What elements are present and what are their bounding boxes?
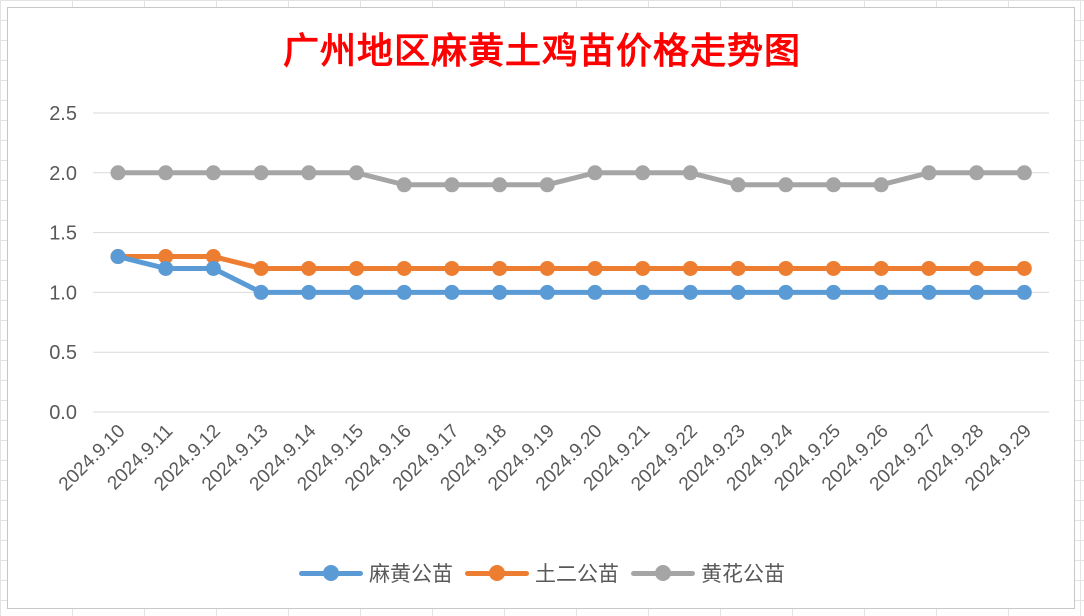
- series-line: [115, 170, 1027, 188]
- x-axis-ticks: 2024.9.102024.9.112024.9.122024.9.132024…: [55, 420, 1036, 495]
- data-point: [635, 260, 651, 276]
- data-point: [682, 284, 698, 300]
- data-point: [444, 177, 460, 193]
- series-3: [110, 165, 1032, 193]
- data-point: [492, 177, 508, 193]
- legend: 麻黄公苗 土二公苗 黄花公苗: [0, 556, 1084, 590]
- data-point: [444, 284, 460, 300]
- series-2: [110, 249, 1032, 276]
- legend-swatch: [465, 558, 529, 588]
- data-point: [301, 165, 317, 181]
- data-point: [396, 260, 412, 276]
- legend-swatch: [299, 558, 363, 588]
- data-point: [158, 260, 174, 276]
- series-1: [110, 249, 1032, 300]
- data-point: [873, 284, 889, 300]
- legend-label: 黄花公苗: [701, 562, 785, 586]
- data-point: [778, 260, 794, 276]
- data-point: [635, 284, 651, 300]
- data-point: [205, 165, 221, 181]
- data-point: [492, 260, 508, 276]
- data-point: [110, 165, 126, 181]
- data-point: [158, 249, 174, 265]
- data-point: [253, 260, 269, 276]
- series-line: [115, 254, 1027, 295]
- y-tick-label: 1.5: [49, 223, 77, 245]
- data-point: [682, 260, 698, 276]
- chart-title: 广州地区麻黄土鸡苗价格走势图: [282, 30, 801, 72]
- data-point: [205, 249, 221, 265]
- data-point: [730, 284, 746, 300]
- data-point: [969, 260, 985, 276]
- data-point: [921, 260, 937, 276]
- data-point: [730, 177, 746, 193]
- data-point: [539, 260, 555, 276]
- data-point: [921, 284, 937, 300]
- data-point: [682, 165, 698, 181]
- data-point: [253, 284, 269, 300]
- data-point: [1016, 284, 1032, 300]
- data-point: [826, 284, 841, 300]
- legend-item: 土二公苗: [465, 558, 619, 588]
- legend-item: 麻黄公苗: [299, 558, 453, 588]
- chart-area[interactable]: [7, 7, 1075, 609]
- data-point: [301, 260, 317, 276]
- data-point: [635, 165, 651, 181]
- data-point: [349, 284, 364, 300]
- data-point: [396, 284, 412, 300]
- y-tick-label: 0.0: [49, 402, 77, 424]
- y-tick-label: 2.5: [49, 103, 77, 125]
- data-point: [444, 260, 460, 276]
- series-lines: [110, 165, 1032, 300]
- data-point: [158, 165, 174, 181]
- data-point: [587, 284, 603, 300]
- series-line: [115, 254, 1027, 271]
- y-tick-label: 0.5: [49, 342, 77, 364]
- data-point: [969, 165, 985, 181]
- legend-label: 麻黄公苗: [369, 562, 453, 586]
- data-point: [873, 260, 889, 276]
- data-point: [587, 260, 603, 276]
- data-point: [873, 177, 889, 193]
- data-point: [778, 284, 794, 300]
- legend-item: 黄花公苗: [631, 558, 785, 588]
- data-point: [492, 284, 508, 300]
- data-point: [349, 165, 364, 181]
- y-tick-label: 1.0: [49, 282, 77, 304]
- data-point: [1016, 260, 1032, 276]
- data-point: [396, 177, 412, 193]
- data-point: [349, 260, 364, 276]
- data-point: [730, 260, 746, 276]
- data-point: [778, 177, 794, 193]
- data-point: [826, 177, 841, 193]
- data-point: [205, 260, 221, 276]
- data-point: [826, 260, 841, 276]
- data-point: [969, 284, 985, 300]
- data-point: [921, 165, 937, 181]
- y-axis-ticks: 0.0 0.5 1.0 1.5 2.0 2.5: [49, 103, 77, 424]
- data-point: [1016, 165, 1032, 181]
- legend-label: 土二公苗: [535, 562, 619, 586]
- y-tick-label: 2.0: [49, 163, 77, 185]
- data-point: [539, 284, 555, 300]
- data-point: [539, 177, 555, 193]
- data-point: [253, 165, 269, 181]
- data-point: [301, 284, 317, 300]
- data-point: [110, 249, 126, 265]
- legend-swatch: [631, 558, 695, 588]
- data-point: [587, 165, 603, 181]
